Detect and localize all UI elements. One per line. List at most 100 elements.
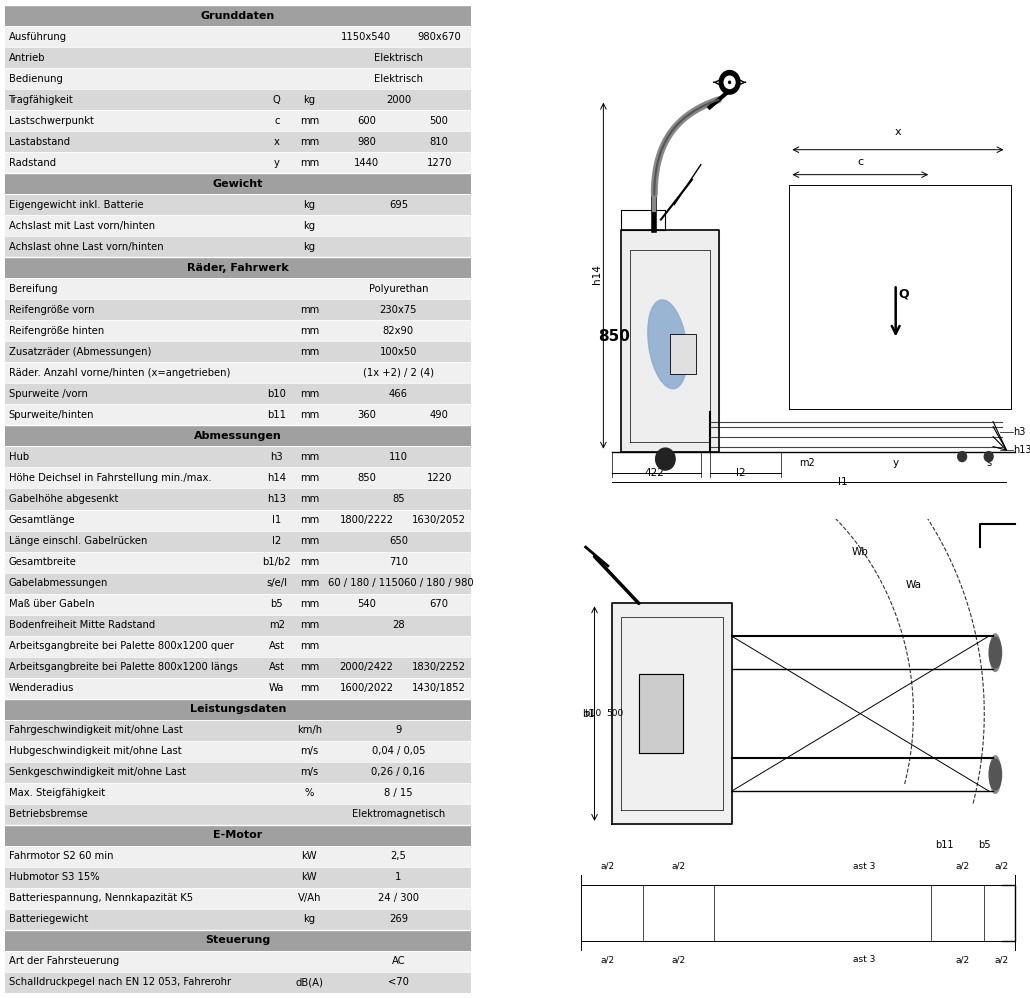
- Bar: [5, 237, 471, 257]
- Text: 490: 490: [430, 410, 448, 420]
- Bar: [5, 341, 471, 362]
- Text: AC: AC: [391, 956, 405, 966]
- Text: mm: mm: [300, 137, 319, 147]
- Text: Ausführung: Ausführung: [8, 32, 67, 42]
- Text: 1830/2252: 1830/2252: [412, 663, 466, 673]
- Bar: [5, 425, 471, 446]
- Text: mm: mm: [300, 304, 319, 314]
- Bar: [5, 362, 471, 383]
- Bar: [5, 573, 471, 594]
- Text: 810: 810: [430, 137, 448, 147]
- Text: b10: b10: [584, 710, 600, 719]
- Text: Gesamtbreite: Gesamtbreite: [8, 557, 76, 567]
- Text: mm: mm: [300, 325, 319, 335]
- Text: a/2: a/2: [995, 955, 1009, 964]
- Bar: [5, 320, 471, 341]
- Text: Elektrisch: Elektrisch: [374, 53, 423, 63]
- Text: Spurweite /vorn: Spurweite /vorn: [8, 389, 88, 399]
- Text: Grunddaten: Grunddaten: [201, 11, 275, 21]
- Bar: [5, 446, 471, 467]
- Text: 269: 269: [388, 914, 408, 924]
- Text: mm: mm: [300, 536, 319, 546]
- Text: 422: 422: [645, 468, 664, 478]
- Text: Fahrmotor S2 60 min: Fahrmotor S2 60 min: [8, 851, 113, 861]
- Text: Polyurethan: Polyurethan: [369, 283, 428, 293]
- Text: Batteriespannung, Nennkapazität K5: Batteriespannung, Nennkapazität K5: [8, 893, 193, 903]
- Text: kW: kW: [302, 851, 317, 861]
- Bar: [5, 678, 471, 699]
- Text: 0,04 / 0,05: 0,04 / 0,05: [372, 747, 425, 756]
- Text: E-Motor: E-Motor: [213, 830, 263, 840]
- Text: Elektrisch: Elektrisch: [374, 74, 423, 84]
- Text: Achslast mit Last vorn/hinten: Achslast mit Last vorn/hinten: [8, 221, 154, 231]
- Text: %: %: [305, 788, 314, 798]
- Text: kg: kg: [304, 914, 315, 924]
- Text: 1430/1852: 1430/1852: [412, 684, 466, 694]
- Text: mm: mm: [300, 347, 319, 357]
- Text: km/h: km/h: [297, 726, 322, 736]
- Text: b1/b2: b1/b2: [263, 557, 291, 567]
- Text: h13: h13: [268, 494, 286, 504]
- Text: h14: h14: [591, 264, 602, 284]
- Text: mm: mm: [300, 620, 319, 630]
- Bar: [5, 131, 471, 152]
- Text: 100x50: 100x50: [380, 347, 417, 357]
- Bar: [5, 888, 471, 909]
- Text: Schalldruckpegel nach EN 12 053, Fahrerohr: Schalldruckpegel nach EN 12 053, Fahrero…: [8, 977, 231, 987]
- Text: Art der Fahrsteuerung: Art der Fahrsteuerung: [8, 956, 118, 966]
- Text: kg: kg: [304, 95, 315, 105]
- Bar: [5, 531, 471, 552]
- Text: mm: mm: [300, 557, 319, 567]
- Text: s: s: [986, 458, 991, 468]
- Text: Ast: Ast: [269, 641, 285, 651]
- Text: Hub: Hub: [8, 452, 29, 462]
- Text: Bodenfreiheit Mitte Radstand: Bodenfreiheit Mitte Radstand: [8, 620, 154, 630]
- Bar: [5, 782, 471, 803]
- Text: a/2: a/2: [995, 861, 1009, 870]
- Text: dB(A): dB(A): [296, 977, 323, 987]
- Bar: [5, 636, 471, 657]
- Text: 1600/2022: 1600/2022: [339, 684, 393, 694]
- Text: y: y: [274, 158, 280, 168]
- Text: c: c: [857, 157, 863, 167]
- Text: 360: 360: [357, 410, 376, 420]
- Text: Eigengewicht inkl. Batterie: Eigengewicht inkl. Batterie: [8, 200, 143, 210]
- Text: h3: h3: [1014, 426, 1026, 437]
- Text: Zusatzräder (Abmessungen): Zusatzräder (Abmessungen): [8, 347, 150, 357]
- Bar: [5, 47, 471, 68]
- Text: Antrieb: Antrieb: [8, 53, 45, 63]
- Text: a/2: a/2: [672, 861, 686, 870]
- Text: a/2: a/2: [955, 955, 969, 964]
- Bar: [5, 552, 471, 573]
- Text: ast 3: ast 3: [854, 955, 876, 964]
- Text: 24 / 300: 24 / 300: [378, 893, 419, 903]
- Text: Q: Q: [898, 287, 908, 301]
- Text: Wa: Wa: [905, 580, 922, 590]
- Ellipse shape: [990, 755, 1001, 793]
- Text: 1440: 1440: [354, 158, 379, 168]
- Text: mm: mm: [300, 473, 319, 483]
- Text: c: c: [274, 116, 279, 126]
- Bar: [5, 257, 471, 278]
- Text: 60 / 180 / 1150: 60 / 180 / 1150: [329, 578, 405, 588]
- Circle shape: [958, 452, 966, 462]
- Text: Hubgeschwindigkeit mit/ohne Last: Hubgeschwindigkeit mit/ohne Last: [8, 747, 181, 756]
- Text: Räder. Anzahl vorne/hinten (x=angetrieben): Räder. Anzahl vorne/hinten (x=angetriebe…: [8, 368, 230, 378]
- Bar: [5, 972, 471, 993]
- Bar: [5, 761, 471, 782]
- Text: Fahrgeschwindigkeit mit/ohne Last: Fahrgeschwindigkeit mit/ohne Last: [8, 726, 182, 736]
- Text: 60 / 180 / 980: 60 / 180 / 980: [404, 578, 474, 588]
- Text: Betriebsbremse: Betriebsbremse: [8, 809, 88, 819]
- Text: kg: kg: [304, 200, 315, 210]
- Bar: [5, 299, 471, 320]
- Text: Achslast ohne Last vorn/hinten: Achslast ohne Last vorn/hinten: [8, 242, 163, 251]
- Text: 28: 28: [392, 620, 405, 630]
- Text: mm: mm: [300, 389, 319, 399]
- Text: l1: l1: [837, 476, 848, 487]
- Text: 980x670: 980x670: [417, 32, 461, 42]
- Bar: [5, 89, 471, 110]
- Text: mm: mm: [300, 578, 319, 588]
- Bar: [5, 216, 471, 237]
- Text: y: y: [893, 458, 899, 468]
- Text: 110: 110: [389, 452, 408, 462]
